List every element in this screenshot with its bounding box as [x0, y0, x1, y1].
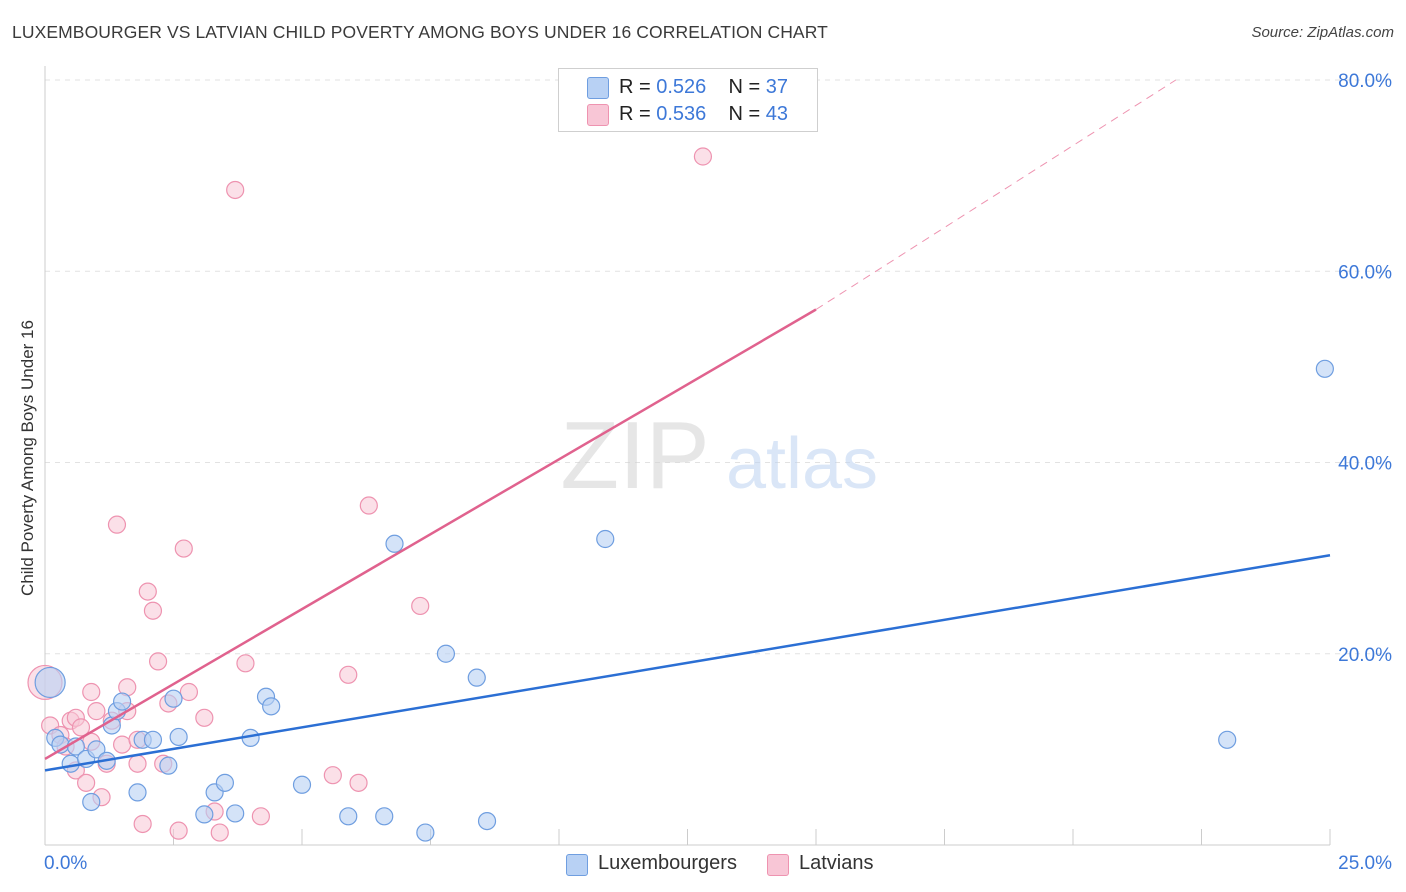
latvians-point — [148, 652, 168, 671]
trend-lines — [44, 79, 1331, 772]
latvians-point — [133, 814, 152, 834]
luxembourgers-point — [82, 792, 101, 812]
latvians-point — [236, 654, 255, 673]
latvians-point — [87, 702, 106, 721]
latvians-point — [169, 821, 188, 840]
luxembourgers-point — [61, 754, 80, 773]
watermark: ZIP atlas — [560, 402, 878, 509]
latvians-point — [143, 601, 163, 620]
x-tick-label: 25.0% — [1338, 853, 1392, 874]
latvians-point — [179, 682, 199, 702]
latvians-point — [693, 147, 713, 166]
watermark-atlas: atlas — [726, 424, 878, 504]
legend-n-label: N = — [728, 76, 761, 98]
legend-r-label: R = — [619, 76, 651, 98]
latvians-point — [349, 773, 368, 792]
latvians-point — [251, 807, 270, 826]
latvians-point — [323, 766, 342, 785]
luxembourgers-point — [375, 807, 394, 826]
tick-labels: 20.0% 40.0% 60.0% 80.0% 0.0% 25.0% — [44, 71, 1392, 874]
latvians-point — [174, 539, 193, 558]
latvians-trend-extension — [815, 79, 1177, 310]
latvians-point — [77, 773, 96, 792]
legend-r-label: R = — [619, 103, 651, 125]
luxembourgers-point — [477, 811, 497, 831]
luxembourgers-point — [169, 727, 188, 747]
latvians-trend-line — [44, 308, 817, 761]
legend-n-label: N = — [728, 103, 761, 125]
luxembourgers-point — [226, 804, 245, 823]
legend-n-value: 37 — [765, 76, 789, 98]
legend-r-value: 0.526 — [656, 76, 707, 98]
latvians-point — [71, 718, 91, 737]
latvians-point — [195, 708, 214, 727]
luxembourgers-point — [596, 529, 615, 549]
source-label: Source: ZipAtlas.com — [1251, 24, 1394, 41]
luxembourgers-point — [143, 730, 163, 749]
y-tick-label: 60.0% — [1338, 262, 1392, 283]
luxembourgers-point — [436, 644, 456, 663]
latvians-swatch — [767, 854, 789, 876]
luxembourgers-point — [164, 689, 183, 708]
latvians-point — [128, 754, 147, 773]
y-tick-label: 20.0% — [1338, 645, 1392, 666]
luxembourgers-point — [34, 666, 66, 699]
luxembourgers-point — [262, 697, 281, 716]
legend-n-value: 43 — [765, 103, 789, 125]
luxembourgers-point — [195, 805, 214, 824]
latvians-point — [226, 180, 245, 200]
latvians-point — [112, 735, 132, 754]
latvians-point — [210, 823, 229, 842]
y-tick-label: 80.0% — [1338, 71, 1392, 92]
luxembourgers-swatch — [587, 77, 609, 99]
latvians-point — [411, 596, 430, 616]
latvians-point — [359, 496, 378, 515]
latvians-swatch — [587, 104, 609, 126]
luxembourgers-point — [87, 740, 106, 759]
luxembourgers-point — [467, 668, 486, 687]
luxembourgers-label: Luxembourgers — [598, 852, 737, 874]
luxembourgers-point — [1315, 359, 1334, 378]
luxembourgers-swatch — [566, 854, 588, 876]
luxembourgers-point — [112, 692, 132, 711]
luxembourgers-point — [339, 807, 358, 826]
grid-lines — [45, 79, 1392, 655]
luxembourgers-point — [215, 773, 234, 792]
latvians-label: Latvians — [799, 852, 874, 874]
luxembourgers-point — [128, 783, 147, 802]
luxembourgers-point — [385, 534, 404, 553]
latvians-point — [107, 515, 127, 534]
luxembourgers-point — [292, 775, 312, 794]
y-tick-label: 40.0% — [1338, 454, 1392, 475]
luxembourgers-point — [1218, 730, 1237, 749]
chart-title: LUXEMBOURGER VS LATVIAN CHILD POVERTY AM… — [12, 22, 828, 42]
watermark-zip: ZIP — [560, 402, 709, 509]
luxembourgers-point — [159, 756, 178, 775]
correlation-legend: R = 0.526 N = 37 R = 0.536 N = 43 — [558, 68, 818, 132]
luxembourgers-point — [416, 823, 435, 842]
x-tick-label: 0.0% — [44, 853, 87, 874]
latvians-point — [339, 665, 358, 684]
legend-r-value: 0.536 — [656, 103, 707, 125]
latvians-point — [82, 682, 101, 702]
latvians-point — [138, 582, 157, 601]
luxembourgers-trend-line — [44, 554, 1331, 772]
